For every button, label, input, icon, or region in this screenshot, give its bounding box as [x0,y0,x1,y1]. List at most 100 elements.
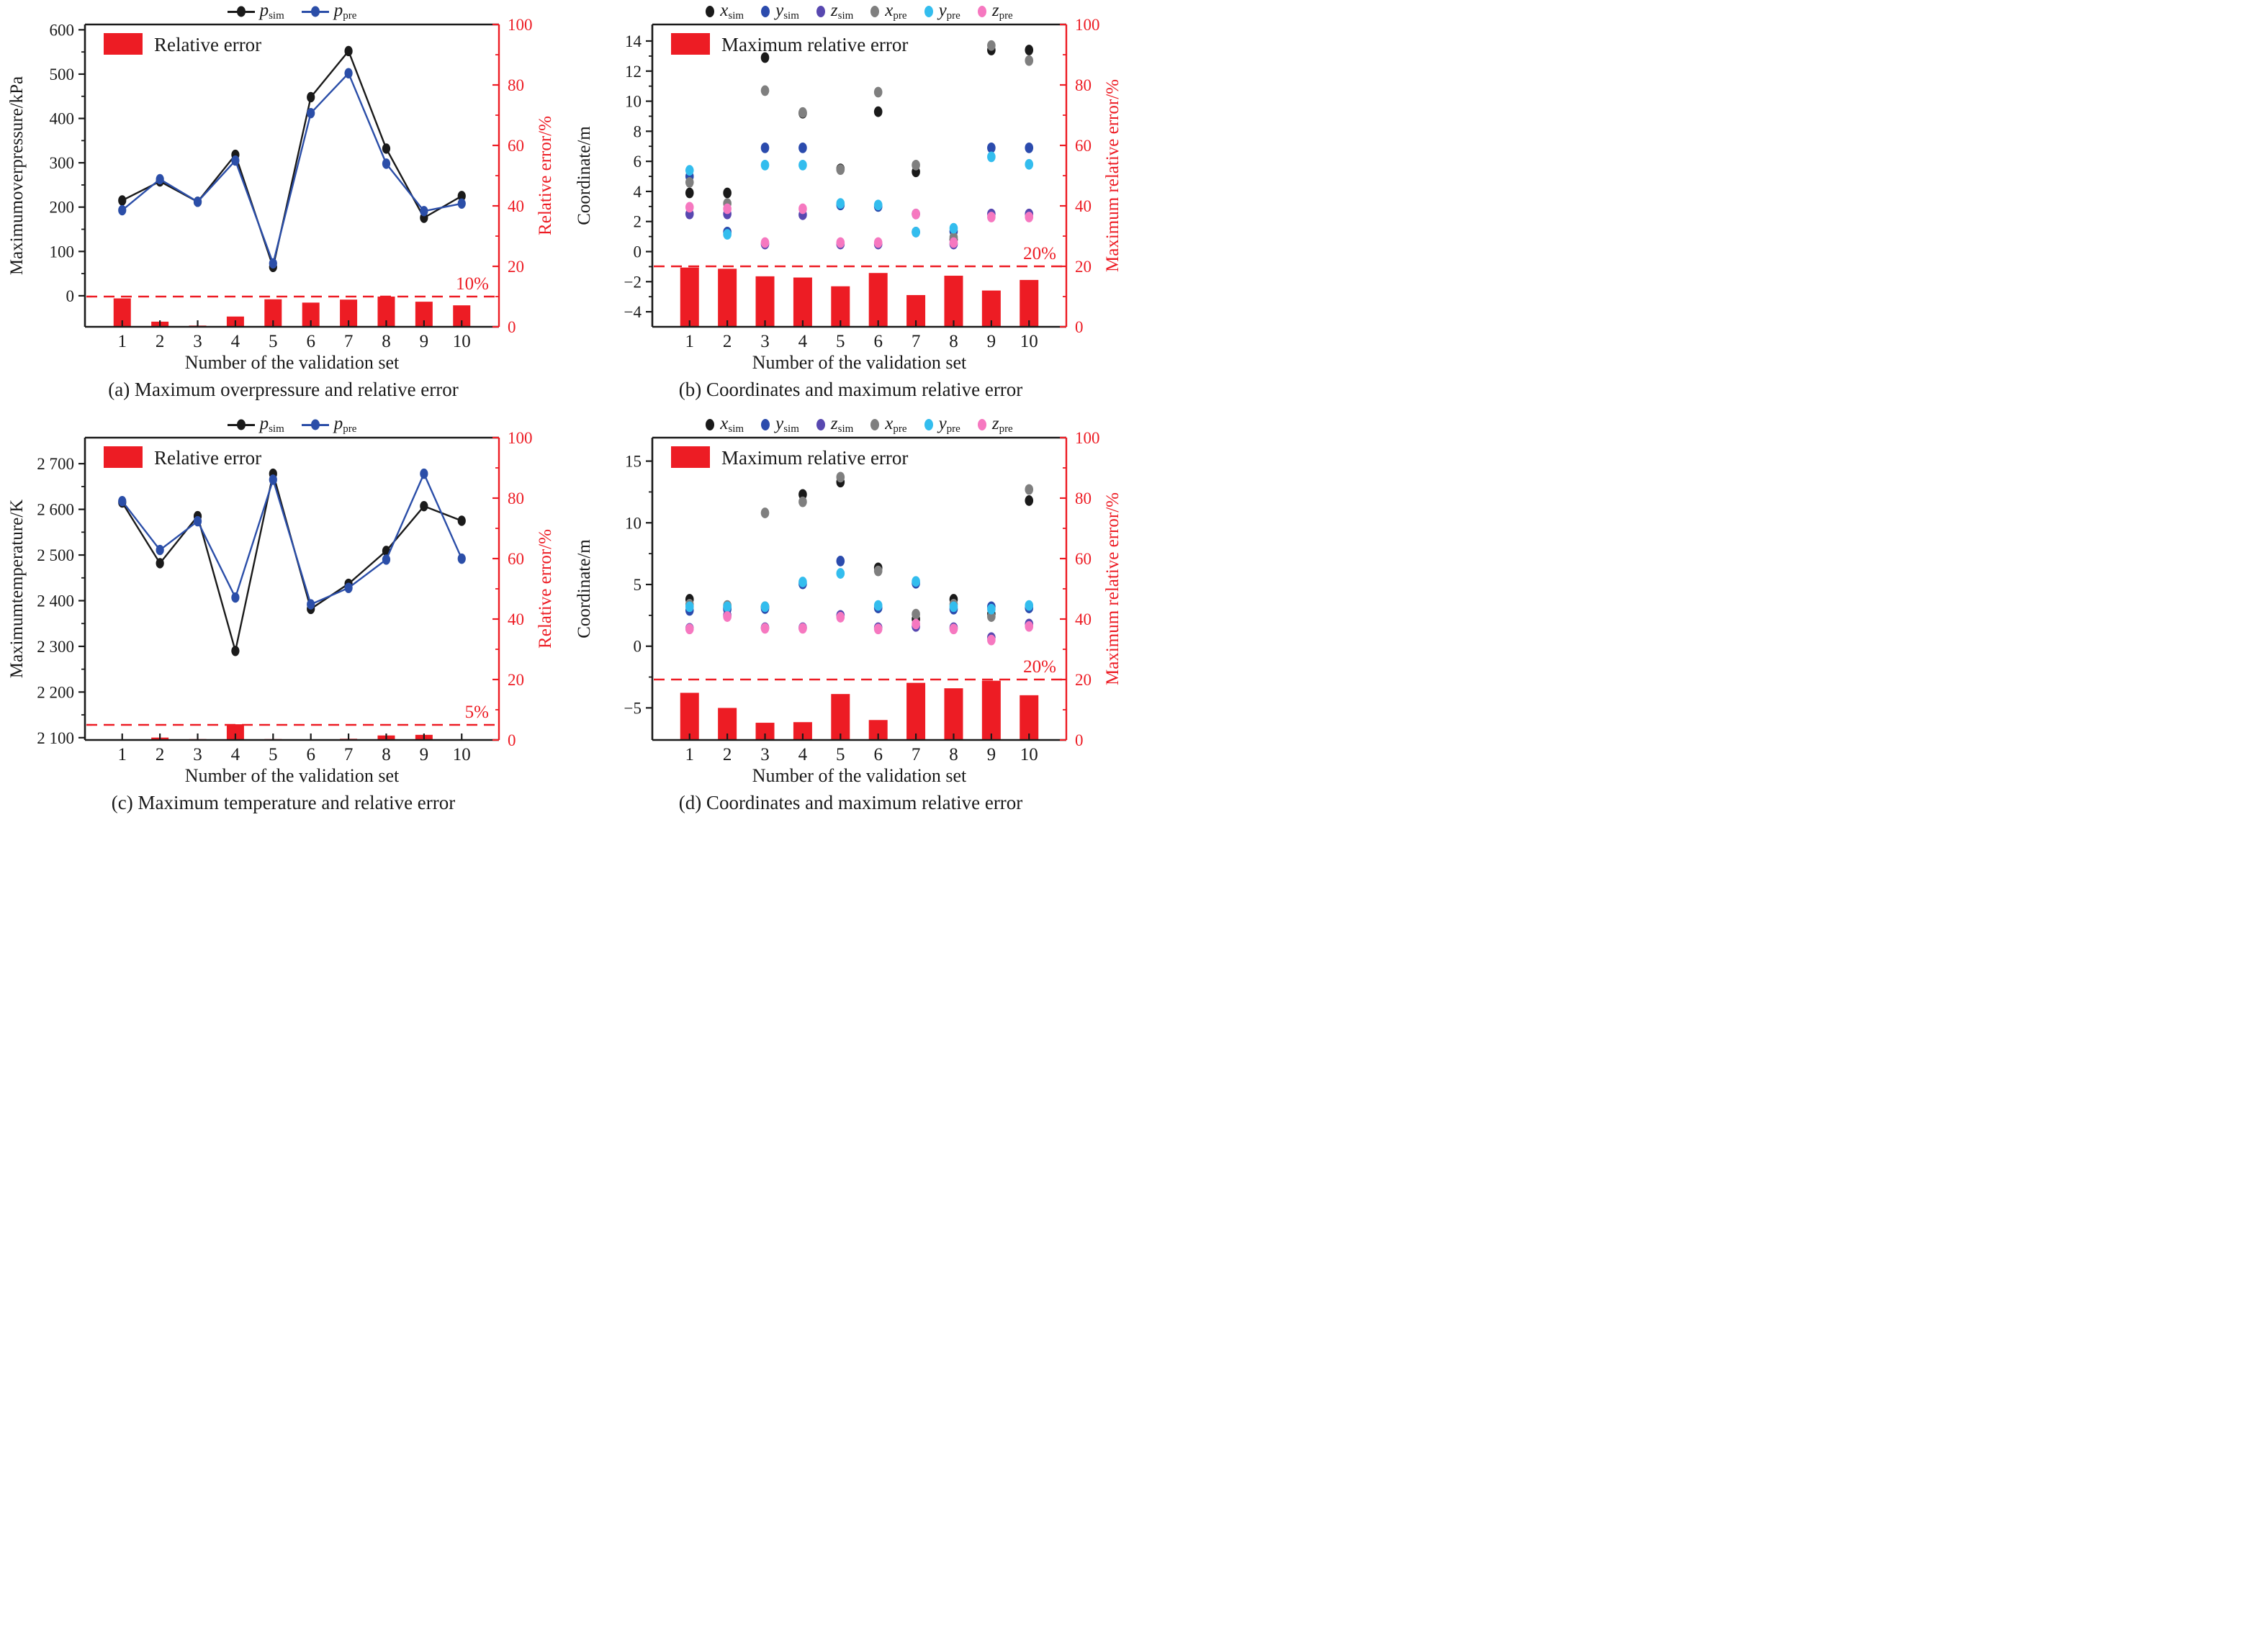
svg-text:100: 100 [508,16,533,34]
legend-dot-marker-icon [706,6,715,17]
panel-a-caption: (a) Maximum overpressure and relative er… [108,379,459,400]
svg-text:40: 40 [1075,197,1092,215]
legend-line-marker-icon [227,6,255,17]
svg-text:0: 0 [634,638,642,656]
svg-text:10: 10 [453,332,471,351]
panel-d: xsim ysim zsim xpre ypre zpre 20% −5 0 5 10 15 0 20 4… [567,413,1134,826]
svg-text:8: 8 [949,745,958,764]
svg-text:8: 8 [382,745,391,764]
svg-text:80: 80 [1075,76,1092,94]
svg-text:2 600: 2 600 [37,501,74,519]
panel-d-series-legend: xsim ysim zsim xpre ypre zpre [652,413,1066,436]
svg-text:60: 60 [1075,137,1092,155]
svg-text:2: 2 [634,213,642,231]
svg-text:40: 40 [1075,610,1092,628]
panel-a: psim ppre 10% 0 100 200 300 400 500 600 0 20 40 60 80… [0,0,567,413]
svg-text:Maximum relative error: Maximum relative error [721,34,908,55]
panel-d-xlabel: Number of the validation set [752,765,967,786]
svg-text:0: 0 [1075,731,1084,749]
panel-c-caption: (c) Maximum temperature and relative err… [111,792,456,813]
svg-text:10%: 10% [456,274,489,294]
svg-text:20: 20 [1075,258,1092,276]
legend-dot-marker-icon [706,419,715,430]
svg-text:7: 7 [912,332,921,351]
svg-text:6: 6 [873,745,883,764]
svg-text:0: 0 [66,287,75,305]
svg-text:20: 20 [508,258,524,276]
svg-text:7: 7 [912,745,921,764]
svg-text:0: 0 [634,243,642,261]
svg-text:80: 80 [508,76,524,94]
svg-text:2 100: 2 100 [37,729,74,747]
svg-text:40: 40 [508,197,524,215]
svg-text:1: 1 [118,332,127,351]
legend-item-y_sim: ysim [761,414,799,435]
svg-text:9: 9 [420,745,429,764]
legend-dot-marker-icon [761,419,770,430]
svg-text:5: 5 [269,332,278,351]
svg-text:2 700: 2 700 [37,455,74,473]
svg-text:6: 6 [873,332,883,351]
svg-text:4: 4 [231,745,240,764]
svg-text:20: 20 [1075,671,1092,689]
panel-b-xlabel: Number of the validation set [752,352,967,373]
svg-text:5: 5 [269,745,278,764]
panel-c: psim ppre 5% 2 100 2 200 2 300 2 400 2 500 2 60… [0,413,567,826]
svg-text:0: 0 [508,318,516,336]
svg-text:9: 9 [987,332,996,351]
svg-text:80: 80 [1075,489,1092,507]
svg-text:2: 2 [156,745,165,764]
legend-dot-marker-icon [816,6,825,17]
svg-text:10: 10 [625,93,642,111]
svg-text:6: 6 [634,153,642,171]
svg-text:Maximum relative error: Maximum relative error [721,447,908,469]
panel-c-series-legend: psim ppre [85,413,499,436]
legend-dot-marker-icon [870,419,880,430]
legend-item-z_sim: zsim [816,1,853,22]
svg-text:100: 100 [508,429,533,447]
legend-item-p_pre: ppre [301,1,356,22]
svg-text:5: 5 [836,332,845,351]
legend-item-p_pre: ppre [301,414,356,435]
svg-text:100: 100 [1075,16,1100,34]
panel-c-plot: 5% 2 100 2 200 2 300 2 400 2 500 2 600 2 700 0 20… [37,429,533,764]
svg-text:100: 100 [50,243,75,261]
svg-text:600: 600 [50,21,75,39]
legend-dot-marker-icon [924,419,933,430]
legend-item-y_sim: ysim [761,1,799,22]
panel-c-xlabel: Number of the validation set [184,765,400,786]
svg-text:10: 10 [453,745,471,764]
svg-text:4: 4 [231,332,240,351]
svg-text:60: 60 [508,137,524,155]
svg-text:14: 14 [625,32,642,50]
svg-text:400: 400 [50,110,75,128]
svg-text:6: 6 [306,332,315,351]
svg-text:5: 5 [836,745,845,764]
svg-text:10: 10 [1020,332,1038,351]
svg-text:0: 0 [508,731,516,749]
panel-c-error-legend-swatch [104,446,143,468]
legend-item-p_sim: psim [227,1,284,22]
svg-text:6: 6 [306,745,315,764]
svg-text:8: 8 [949,332,958,351]
svg-text:−4: −4 [624,303,642,321]
legend-dot-marker-icon [977,419,986,430]
panel-a-xlabel: Number of the validation set [184,352,400,373]
legend-line-marker-icon [227,419,255,430]
legend-item-p_sim: psim [227,414,284,435]
svg-text:3: 3 [193,745,202,764]
svg-text:5%: 5% [465,703,489,722]
svg-text:10: 10 [625,514,642,532]
svg-text:4: 4 [798,332,808,351]
svg-text:80: 80 [508,489,524,507]
svg-text:9: 9 [987,745,996,764]
svg-text:40: 40 [508,610,524,628]
legend-item-z_pre: zpre [977,414,1013,435]
panel-b: xsim ysim zsim xpre ypre zpre 20% −4 −2 0 2 4 6 8 10 1… [567,0,1134,413]
legend-item-x_sim: xsim [706,1,744,22]
panel-d-error-legend-swatch [671,446,710,468]
svg-text:300: 300 [50,154,75,172]
legend-line-marker-icon [301,419,329,430]
svg-text:2: 2 [723,332,732,351]
